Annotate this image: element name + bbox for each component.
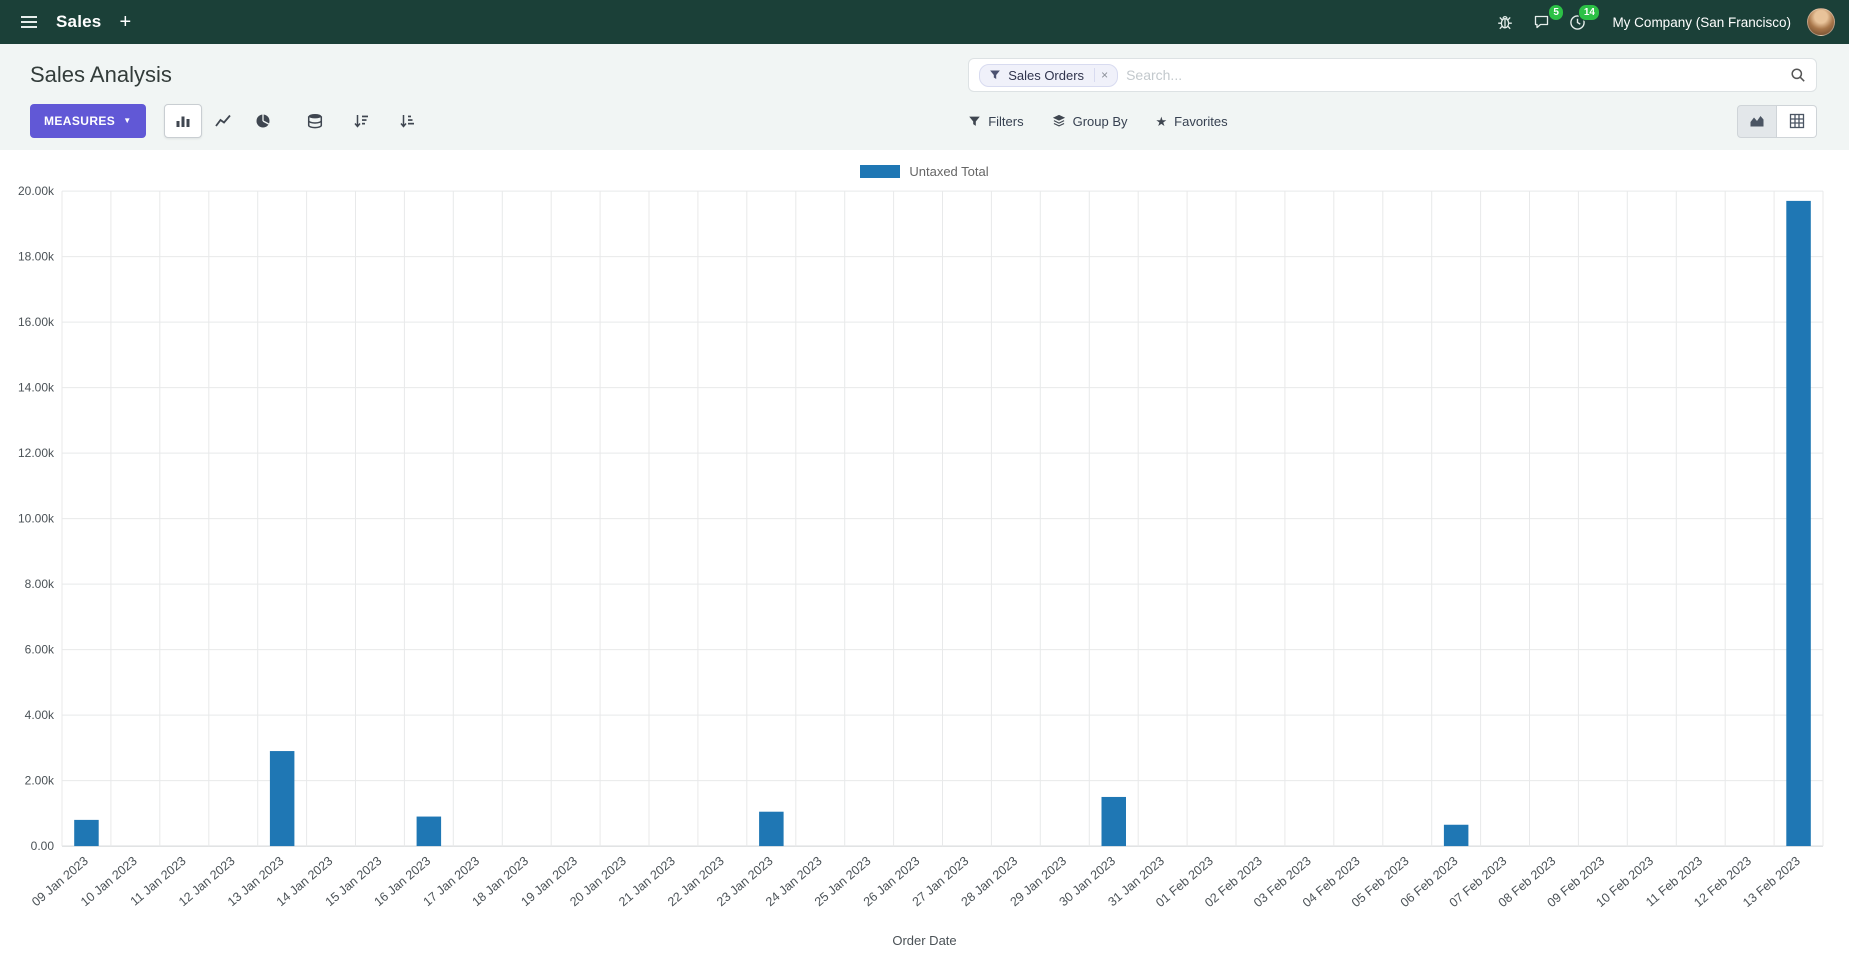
filter-funnel-icon [969, 116, 980, 126]
control-panel: Sales Analysis Sales Orders × MEASURES ▼ [0, 44, 1849, 150]
legend-swatch [860, 165, 901, 178]
view-switcher [1737, 104, 1817, 138]
search-bar[interactable]: Sales Orders × [968, 58, 1817, 92]
y-tick-label: 4.00k [25, 708, 55, 722]
pivot-grid-icon [1789, 113, 1804, 129]
filter-funnel-icon [990, 70, 1001, 80]
chart-bar[interactable] [1101, 796, 1127, 847]
chart-bar[interactable] [269, 751, 295, 847]
chart-bar[interactable] [759, 811, 784, 847]
activities-clock-icon[interactable]: 14 [1562, 4, 1601, 37]
y-tick-label: 6.00k [25, 643, 55, 657]
hamburger-menu-icon[interactable] [14, 7, 44, 37]
y-tick-label: 16.00k [18, 315, 55, 329]
search-options: Filters Group By ★ Favorites [968, 113, 1228, 129]
user-avatar[interactable] [1807, 8, 1835, 36]
y-tick-label: 0.00 [31, 839, 55, 853]
pie-chart-icon [256, 114, 270, 128]
line-chart-button[interactable] [204, 104, 242, 138]
chart-bar[interactable] [416, 816, 442, 847]
pivot-view-button[interactable] [1777, 104, 1817, 138]
bug-icon[interactable] [1490, 7, 1520, 37]
sort-ascending-icon [399, 115, 414, 128]
search-facet-sales-orders[interactable]: Sales Orders × [979, 63, 1119, 87]
sort-ascending-button[interactable] [388, 104, 426, 138]
y-tick-label: 10.00k [18, 512, 55, 526]
messages-icon[interactable]: 5 [1526, 4, 1565, 37]
sort-descending-button[interactable] [342, 104, 380, 138]
y-tick-label: 2.00k [25, 774, 55, 788]
area-chart-icon [1750, 116, 1764, 127]
graph-view: Untaxed Total 0.00 2.00k 4.00k 6.00k 8.00k 10… [0, 150, 1849, 958]
y-tick-label: 8.00k [25, 577, 55, 591]
pie-chart-button[interactable] [244, 104, 282, 138]
group-by-button[interactable]: Group By [1052, 114, 1128, 129]
y-tick-label: 14.00k [18, 381, 55, 395]
facet-remove-icon[interactable]: × [1094, 68, 1108, 82]
search-icon[interactable] [1790, 67, 1806, 83]
graph-view-button[interactable] [1737, 104, 1777, 138]
sort-descending-icon [353, 115, 368, 128]
app-name[interactable]: Sales [56, 12, 102, 31]
chart-bar[interactable] [1443, 824, 1469, 847]
y-tick-label: 12.00k [18, 446, 55, 460]
stacked-icon [307, 114, 322, 129]
search-input[interactable] [1126, 67, 1782, 83]
legend-label: Untaxed Total [909, 164, 989, 179]
measures-button[interactable]: MEASURES ▼ [30, 104, 146, 138]
star-icon: ★ [1155, 113, 1168, 129]
chart-bar[interactable] [74, 819, 99, 847]
y-tick-label: 20.00k [18, 184, 55, 198]
favorites-button[interactable]: ★ Favorites [1155, 113, 1228, 129]
facet-label: Sales Orders [1008, 67, 1085, 83]
messages-badge: 5 [1547, 4, 1565, 21]
chart-legend[interactable]: Untaxed Total [0, 150, 1849, 183]
chart-bar[interactable] [1786, 200, 1811, 847]
bar-chart: 0.00 2.00k 4.00k 6.00k 8.00k 10.00k 12.00k 14.0… [18, 184, 1824, 910]
line-chart-icon [214, 114, 231, 127]
stacked-toggle-button[interactable] [296, 104, 334, 138]
layers-icon [1052, 114, 1065, 127]
x-axis-title: Order Date [892, 933, 957, 948]
chart-type-group [163, 104, 282, 138]
top-navbar: Sales + 5 14 My Company (San Francisco) [0, 0, 1849, 44]
page-title: Sales Analysis [30, 62, 172, 87]
bar-chart-icon [176, 116, 190, 127]
company-switcher[interactable]: My Company (San Francisco) [1612, 14, 1791, 30]
filters-button[interactable]: Filters [968, 114, 1024, 129]
chevron-down-icon: ▼ [123, 116, 132, 125]
new-tab-plus-icon[interactable]: + [119, 11, 132, 33]
y-tick-label: 18.00k [18, 250, 55, 264]
bar-chart-button[interactable] [163, 104, 202, 138]
activities-badge: 14 [1578, 4, 1601, 21]
